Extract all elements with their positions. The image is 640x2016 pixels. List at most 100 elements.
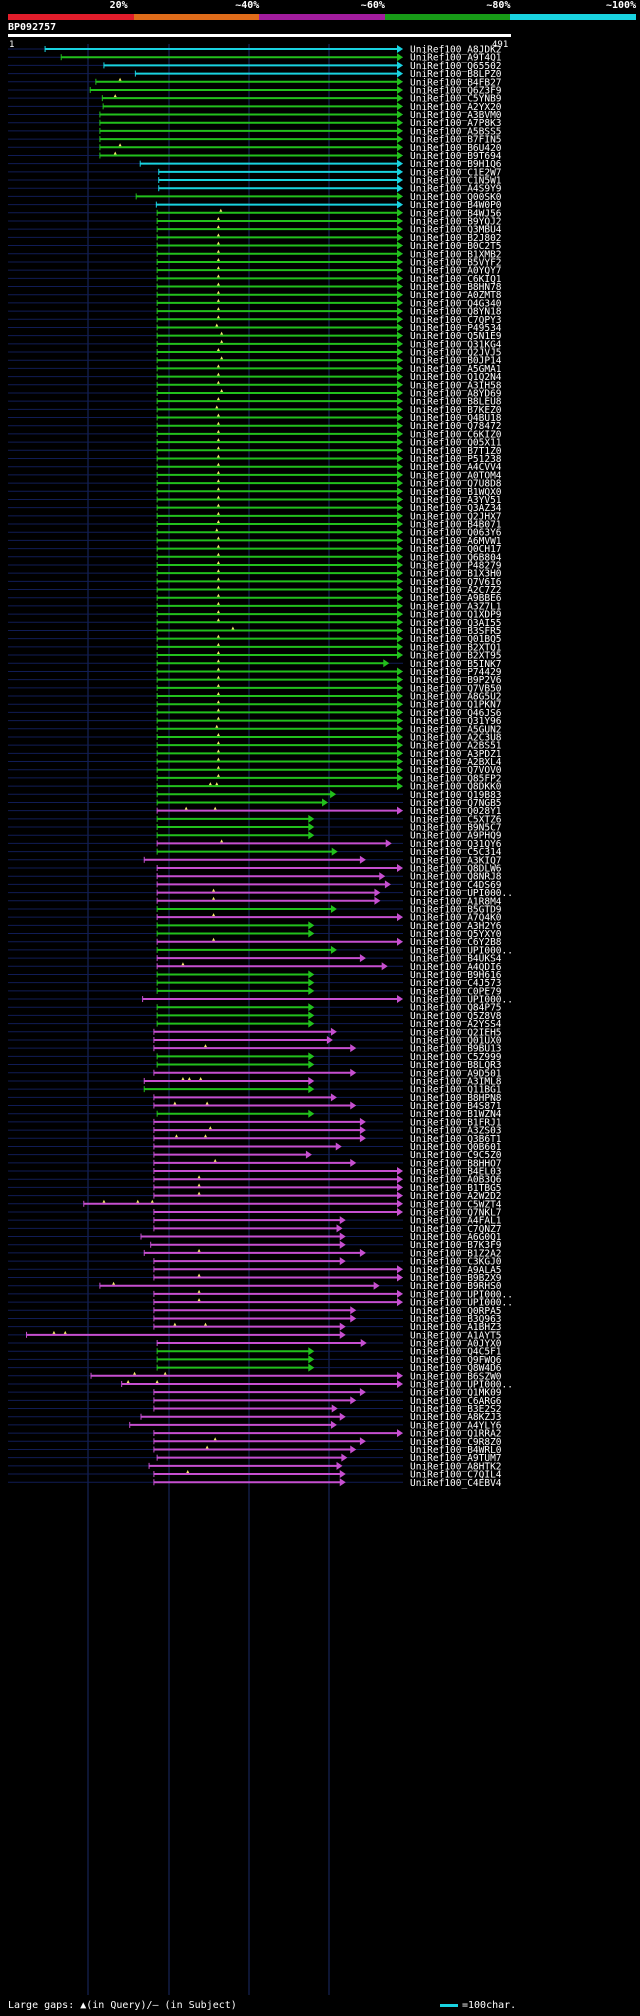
hit-label[interactable]: UniRef100_Q5YXY0 <box>410 929 502 940</box>
hit-label[interactable]: UniRef100_A6G0Q1 <box>410 1232 502 1243</box>
hit-label[interactable]: UniRef100_B8HN78 <box>410 282 502 293</box>
hit-label[interactable]: UniRef100_B8LPZ0 <box>410 69 502 80</box>
hit-label[interactable]: UniRef100_Q6B804 <box>410 552 502 563</box>
hit-label[interactable]: UniRef100_B4WRL0 <box>410 1445 502 1456</box>
hit-label[interactable]: UniRef100_A0ZMT8 <box>410 290 502 301</box>
hit-label[interactable]: UniRef100_A3KIQ7 <box>410 855 502 866</box>
hit-label[interactable]: UniRef100_B9YQJ2 <box>410 216 502 227</box>
hit-label[interactable]: UniRef100_Q2IEH5 <box>410 1027 502 1038</box>
hit-label[interactable]: UniRef100_A9ALA5 <box>410 1265 502 1276</box>
hit-label[interactable]: UniRef100_C6KIQ1 <box>410 274 502 285</box>
hit-label[interactable]: UniRef100_B7T1Z0 <box>410 446 502 457</box>
hit-label[interactable]: UniRef100_B4B071 <box>410 520 502 531</box>
hit-label[interactable]: UniRef100_C7QNZ7 <box>410 1224 502 1235</box>
hit-label[interactable]: UniRef100_B9T694 <box>410 151 502 162</box>
hit-label[interactable]: UniRef100_Q01BQ5 <box>410 634 502 645</box>
hit-label[interactable]: UniRef100_Q4G340 <box>410 298 502 309</box>
hit-label[interactable]: UniRef100_B9N5C7 <box>410 823 502 834</box>
hit-label[interactable]: UniRef100_B5GTD9 <box>410 904 502 915</box>
hit-label[interactable]: UniRef100_Q2JVJ5 <box>410 348 502 359</box>
hit-label[interactable]: UniRef100_Q4C5F1 <box>410 1347 502 1358</box>
hit-label[interactable]: UniRef100_Q7U8D8 <box>410 479 502 490</box>
hit-label[interactable]: UniRef100_C1E2W7 <box>410 167 502 178</box>
hit-label[interactable]: UniRef100_B4W0P0 <box>410 200 502 211</box>
hit-label[interactable]: UniRef100_Q3AI55 <box>410 618 502 629</box>
hit-label[interactable]: UniRef100_B1XMB2 <box>410 249 502 260</box>
hit-label[interactable]: UniRef100_A2W2D2 <box>410 1191 502 1202</box>
hit-label[interactable]: UniRef100_A3YV51 <box>410 495 502 506</box>
hit-label[interactable]: UniRef100_Q7VB50 <box>410 683 502 694</box>
hit-label[interactable]: UniRef100_Q1XDP9 <box>410 610 502 621</box>
hit-label[interactable]: UniRef100_B7K3F9 <box>410 1240 502 1251</box>
hit-label[interactable]: UniRef100_A2BS51 <box>410 741 502 752</box>
hit-label[interactable]: UniRef100_B9B2X9 <box>410 1273 502 1284</box>
hit-label[interactable]: UniRef100_Q1Q2N4 <box>410 372 502 383</box>
hit-label[interactable]: UniRef100_B8HPN8 <box>410 1093 502 1104</box>
hit-label[interactable]: UniRef100_Q6Z3F9 <box>410 85 502 96</box>
hit-label[interactable]: UniRef100_UPI000.. <box>410 1298 513 1309</box>
hit-label[interactable]: UniRef100_Q31Y96 <box>410 716 502 727</box>
hit-label[interactable]: UniRef100_B9P2V6 <box>410 675 502 686</box>
hit-label[interactable]: UniRef100_A1BHZ3 <box>410 1322 502 1333</box>
hit-label[interactable]: UniRef100_Q7NKL7 <box>410 1207 502 1218</box>
hit-label[interactable]: UniRef100_B9RHS0 <box>410 1281 502 1292</box>
hit-label[interactable]: UniRef100_A4FAL1 <box>410 1216 502 1227</box>
hit-label[interactable]: UniRef100_Q7NGB5 <box>410 798 502 809</box>
hit-label[interactable]: UniRef100_C5WZT4 <box>410 1199 502 1210</box>
hit-label[interactable]: UniRef100_Q31KG4 <box>410 339 502 350</box>
hit-label[interactable]: UniRef100_A4S9Y9 <box>410 184 502 195</box>
hit-label[interactable]: UniRef100_B0C2T5 <box>410 241 502 252</box>
hit-label[interactable]: UniRef100_A2YX20 <box>410 102 502 113</box>
hit-label[interactable]: UniRef100_Q9FWQ6 <box>410 1355 502 1366</box>
hit-label[interactable]: UniRef100_Q85FP2 <box>410 773 502 784</box>
hit-label[interactable]: UniRef100_Q31QY6 <box>410 839 502 850</box>
hit-label[interactable]: UniRef100_UPI000.. <box>410 945 513 956</box>
hit-label[interactable]: UniRef100_C5C314 <box>410 847 502 858</box>
hit-label[interactable]: UniRef100_A8G5U2 <box>410 692 502 703</box>
hit-label[interactable]: UniRef100_P74429 <box>410 667 502 678</box>
hit-label[interactable]: UniRef100_A8YD69 <box>410 388 502 399</box>
hit-label[interactable]: UniRef100_C5Z999 <box>410 1052 502 1063</box>
hit-label[interactable]: UniRef100_C6KIZ0 <box>410 429 502 440</box>
hit-label[interactable]: UniRef100_Q3AZ34 <box>410 503 502 514</box>
hit-label[interactable]: UniRef100_Q46JS6 <box>410 708 502 719</box>
hit-label[interactable]: UniRef100_A9T4Q1 <box>410 53 502 64</box>
hit-label[interactable]: UniRef100_B8HHO7 <box>410 1158 502 1169</box>
hit-label[interactable]: UniRef100_A9PHQ9 <box>410 831 502 842</box>
hit-label[interactable]: UniRef100_B2J802 <box>410 233 502 244</box>
hit-label[interactable]: UniRef100_A2C3U8 <box>410 732 502 743</box>
hit-label[interactable]: UniRef100_B9H616 <box>410 970 502 981</box>
hit-label[interactable]: UniRef100_Q1PKN7 <box>410 700 502 711</box>
hit-label[interactable]: UniRef100_C7QPY3 <box>410 315 502 326</box>
hit-label[interactable]: UniRef100_C7QIL4 <box>410 1470 502 1481</box>
hit-label[interactable]: UniRef100_B6SZW0 <box>410 1371 502 1382</box>
hit-label[interactable]: UniRef100_Q4BU18 <box>410 413 502 424</box>
hit-label[interactable]: UniRef100_B1Z2A2 <box>410 1248 502 1259</box>
hit-label[interactable]: UniRef100_Q5N1E9 <box>410 331 502 342</box>
hit-label[interactable]: UniRef100_A0B3Q6 <box>410 1175 502 1186</box>
hit-label[interactable]: UniRef100_Q3MBU4 <box>410 225 502 236</box>
hit-label[interactable]: UniRef100_B0JP14 <box>410 356 502 367</box>
hit-label[interactable]: UniRef100_C5XTZ6 <box>410 814 502 825</box>
hit-label[interactable]: UniRef100_B6U420 <box>410 143 502 154</box>
hit-label[interactable]: UniRef100_B5VYF2 <box>410 257 502 268</box>
hit-label[interactable]: UniRef100_C1N5W1 <box>410 176 502 187</box>
hit-label[interactable]: UniRef100_B1X3H0 <box>410 569 502 580</box>
hit-label[interactable]: UniRef100_A1AYT5 <box>410 1330 502 1341</box>
hit-label[interactable]: UniRef100_Q01UX0 <box>410 1035 502 1046</box>
hit-label[interactable]: UniRef100_B9H1Q6 <box>410 159 502 170</box>
hit-label[interactable]: UniRef100_B9BU13 <box>410 1044 502 1055</box>
hit-label[interactable]: UniRef100_A4QDI6 <box>410 962 502 973</box>
hit-label[interactable]: UniRef100_Q05X11 <box>410 438 502 449</box>
hit-label[interactable]: UniRef100_B3SFR5 <box>410 626 502 637</box>
hit-label[interactable]: UniRef100_A7Q4K0 <box>410 913 502 924</box>
hit-label[interactable]: UniRef100_Q8NRJ8 <box>410 872 502 883</box>
hit-label[interactable]: UniRef100_A2BXL4 <box>410 757 502 768</box>
hit-label[interactable]: UniRef100_Q84P75 <box>410 1003 502 1014</box>
hit-label[interactable]: UniRef100_A9BBE6 <box>410 593 502 604</box>
hit-label[interactable]: UniRef100_A1R8M4 <box>410 896 502 907</box>
hit-label[interactable]: UniRef100_A7P8K3 <box>410 118 502 129</box>
hit-label[interactable]: UniRef100_A5BSS5 <box>410 126 502 137</box>
hit-label[interactable]: UniRef100_B1TBG5 <box>410 1183 502 1194</box>
hit-label[interactable]: UniRef100_A2C7Z2 <box>410 585 502 596</box>
